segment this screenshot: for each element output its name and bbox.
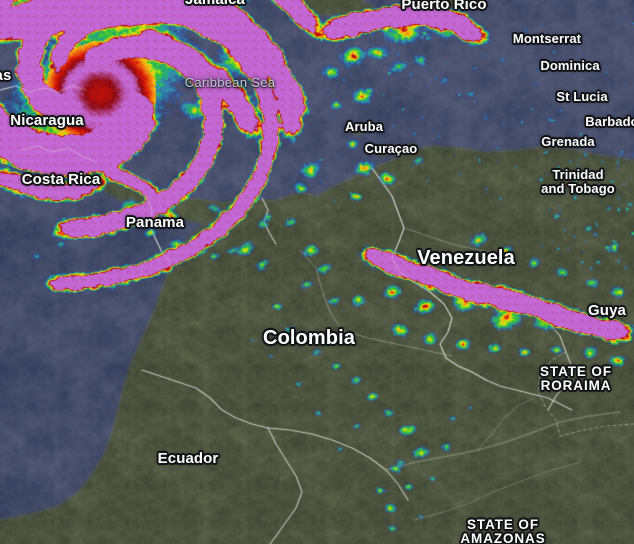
weather-map-viewport[interactable]: Caribbean SearasJamaicaPuerto RicoNicara… [0,0,634,544]
radar-satellite-canvas[interactable] [0,0,634,544]
